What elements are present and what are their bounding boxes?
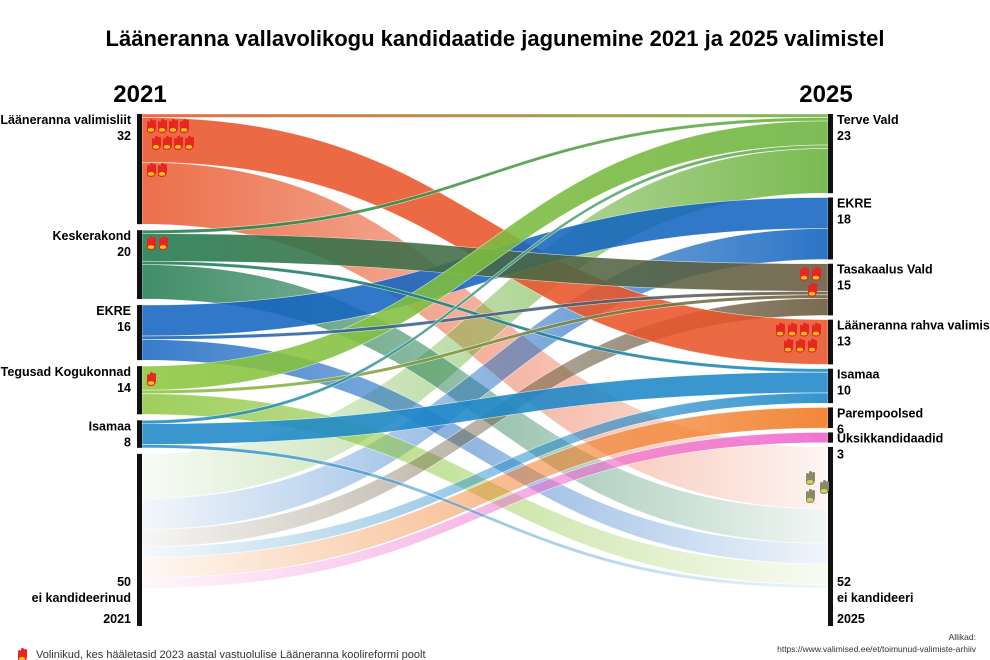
node-left-year: 2021 [103, 612, 131, 626]
flow-group [141, 113, 829, 589]
node-left-label: EKRE [96, 304, 131, 318]
hand-icon [152, 136, 161, 150]
node-left-count: 8 [124, 435, 131, 449]
node-right-count: 3 [837, 447, 844, 461]
node-right-count: 6 [837, 422, 844, 436]
node-right-label: EKRE [837, 196, 872, 210]
hand-icon [169, 119, 178, 133]
node-left-2 [137, 305, 142, 361]
flow-L0-R0 [141, 113, 829, 118]
node-right-count: 52 [837, 575, 851, 589]
node-right-label: ei kandideeri [837, 591, 913, 605]
node-left-0 [137, 114, 142, 225]
year-left: 2021 [113, 81, 166, 108]
hand-icon [776, 322, 785, 337]
hand-icon [158, 119, 167, 133]
source-link[interactable]: https://www.valimised.ee/et/toimunud-val… [777, 644, 977, 654]
footer: Volinikud, kes hääletasid 2023 aastal va… [18, 632, 977, 660]
hand-icon [812, 322, 821, 337]
hand-icon [159, 236, 168, 251]
hand-icon [812, 266, 821, 281]
node-left-count: 50 [117, 575, 131, 589]
node-right-3 [828, 319, 833, 365]
hand-icon [147, 119, 156, 133]
hand-icon [163, 136, 172, 150]
node-right-0 [828, 114, 833, 194]
node-right-label: Üksikkandidaadid [837, 430, 943, 445]
node-left-count: 20 [117, 245, 131, 259]
node-left-3 [137, 366, 142, 415]
hand-icon [174, 136, 183, 150]
node-left-count: 32 [117, 129, 131, 143]
legend-hand-icon [18, 648, 27, 660]
hand-icon [800, 322, 809, 337]
hand-icon [800, 266, 809, 281]
node-right-label: Isamaa [837, 368, 880, 382]
node-right-6 [828, 432, 833, 443]
hand-icon [808, 282, 817, 297]
node-right-1 [828, 197, 833, 260]
node-right-year: 2025 [837, 612, 865, 626]
hand-icon [784, 338, 793, 353]
node-right-5 [828, 407, 833, 429]
node-right-count: 15 [837, 279, 851, 293]
node-right-count: 13 [837, 335, 851, 349]
hand-icon [147, 372, 156, 387]
node-right-label: Terve Vald [837, 113, 899, 127]
node-right-count: 18 [837, 212, 851, 226]
flow-L5-R4 [141, 392, 829, 558]
node-left-1 [137, 230, 142, 300]
label-group: Lääneranna valimisliit 32 Keskerakond 20 EKR… [0, 113, 990, 626]
hand-icon-grey [806, 488, 815, 503]
node-group [137, 114, 833, 626]
node-right-count: 23 [837, 129, 851, 143]
node-left-label: Keskerakond [52, 229, 131, 243]
node-left-4 [137, 420, 142, 448]
node-right-label: Lääneranna rahva valimisliit [837, 319, 990, 333]
chart-title: Lääneranna vallavolikogu kandidaatide ja… [106, 26, 885, 51]
hand-icon [796, 338, 805, 353]
hand-icon [180, 119, 189, 133]
hand-icon [158, 163, 167, 177]
hand-icon-grey [806, 470, 815, 485]
node-right-count: 10 [837, 384, 851, 398]
hand-icon [147, 236, 156, 251]
node-left-count: 16 [117, 320, 131, 334]
node-right-4 [828, 368, 833, 404]
node-right-label: Tasakaalus Vald [837, 263, 933, 277]
node-left-label: ei kandideerinud [32, 591, 131, 605]
hand-icon [185, 136, 194, 150]
sources-label: Allikad: [949, 632, 976, 642]
node-right-label: Parempoolsed [837, 406, 923, 420]
node-right-2 [828, 263, 833, 316]
node-left-label: Tegusad Kogukonnad [1, 365, 131, 379]
hand-icon [788, 322, 797, 337]
node-left-count: 14 [117, 381, 131, 395]
node-right-7 [828, 446, 833, 626]
hand-icon [808, 338, 817, 353]
node-left-label: Lääneranna valimisliit [0, 113, 131, 127]
legend-text: Volinikud, kes hääletasid 2023 aastal va… [36, 649, 426, 660]
node-left-label: Isamaa [89, 419, 132, 433]
hand-icon [147, 163, 156, 177]
flow-L5-R6 [141, 432, 829, 589]
hand-icon-group [147, 119, 829, 503]
year-right: 2025 [799, 81, 852, 108]
node-left-5 [137, 453, 142, 626]
hand-icon-grey [820, 479, 829, 494]
